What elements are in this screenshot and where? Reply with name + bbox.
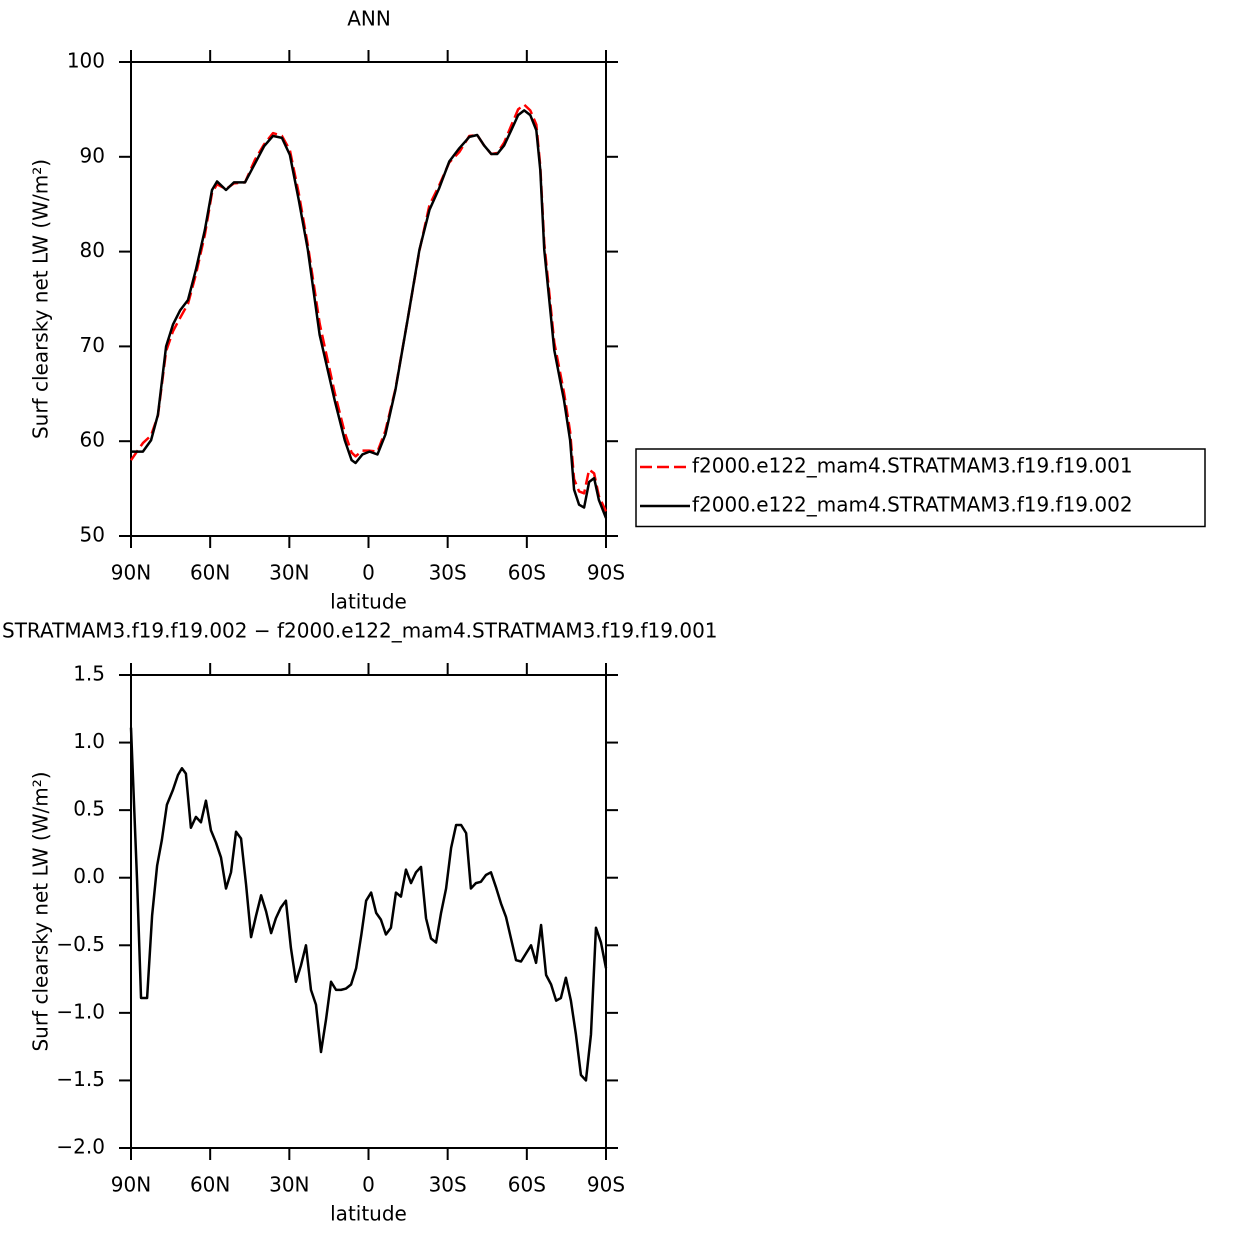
x-tick-label: 90S (587, 1173, 625, 1197)
x-tick-label: 0 (362, 1173, 375, 1197)
x-tick-label: 30N (269, 1173, 309, 1197)
y-tick-label: −1.0 (56, 999, 105, 1023)
legend-label: f2000.e122_mam4.STRATMAM3.f19.f19.002 (692, 493, 1133, 517)
x-tick-label: 0 (362, 561, 375, 585)
y-tick-label: 100 (67, 49, 105, 73)
x-tick-label: 60S (508, 561, 546, 585)
chart-title: STRATMAM3.f19.f19.002 − f2000.e122_mam4.… (2, 619, 718, 643)
data-line (129, 727, 608, 1082)
data-line (131, 109, 608, 519)
x-tick-label: 30S (429, 1173, 467, 1197)
y-tick-label: 80 (80, 238, 105, 262)
y-tick-label: 1.0 (73, 729, 105, 753)
x-axis-label: latitude (330, 590, 407, 614)
x-tick-label: 90N (111, 561, 151, 585)
x-tick-label: 60S (508, 1173, 546, 1197)
legend-label: f2000.e122_mam4.STRATMAM3.f19.f19.001 (692, 454, 1133, 478)
y-tick-label: −1.5 (56, 1067, 105, 1091)
plot-frame (130, 674, 607, 1149)
x-axis-label: latitude (330, 1202, 407, 1226)
data-line (129, 103, 608, 512)
chart-title: ANN (347, 7, 391, 31)
y-tick-label: 1.5 (73, 662, 105, 686)
plot-frame (130, 61, 607, 537)
x-tick-label: 30S (429, 561, 467, 585)
y-tick-label: 90 (80, 143, 105, 167)
x-tick-label: 60N (190, 561, 230, 585)
y-tick-label: 50 (80, 523, 105, 547)
x-tick-label: 90S (587, 561, 625, 585)
legend-box (635, 448, 1206, 528)
x-tick-label: 30N (269, 561, 309, 585)
y-tick-label: −2.0 (56, 1135, 105, 1159)
y-axis-label: Surf clearsky net LW (W/m²) (29, 159, 53, 439)
x-tick-label: 60N (190, 1173, 230, 1197)
y-tick-label: 0.5 (73, 797, 105, 821)
y-tick-label: −0.5 (56, 932, 105, 956)
y-tick-label: 70 (80, 333, 105, 357)
y-axis-label: Surf clearsky net LW (W/m²) (29, 771, 53, 1051)
y-tick-label: 60 (80, 428, 105, 452)
y-tick-label: 0.0 (73, 864, 105, 888)
x-tick-label: 90N (111, 1173, 151, 1197)
